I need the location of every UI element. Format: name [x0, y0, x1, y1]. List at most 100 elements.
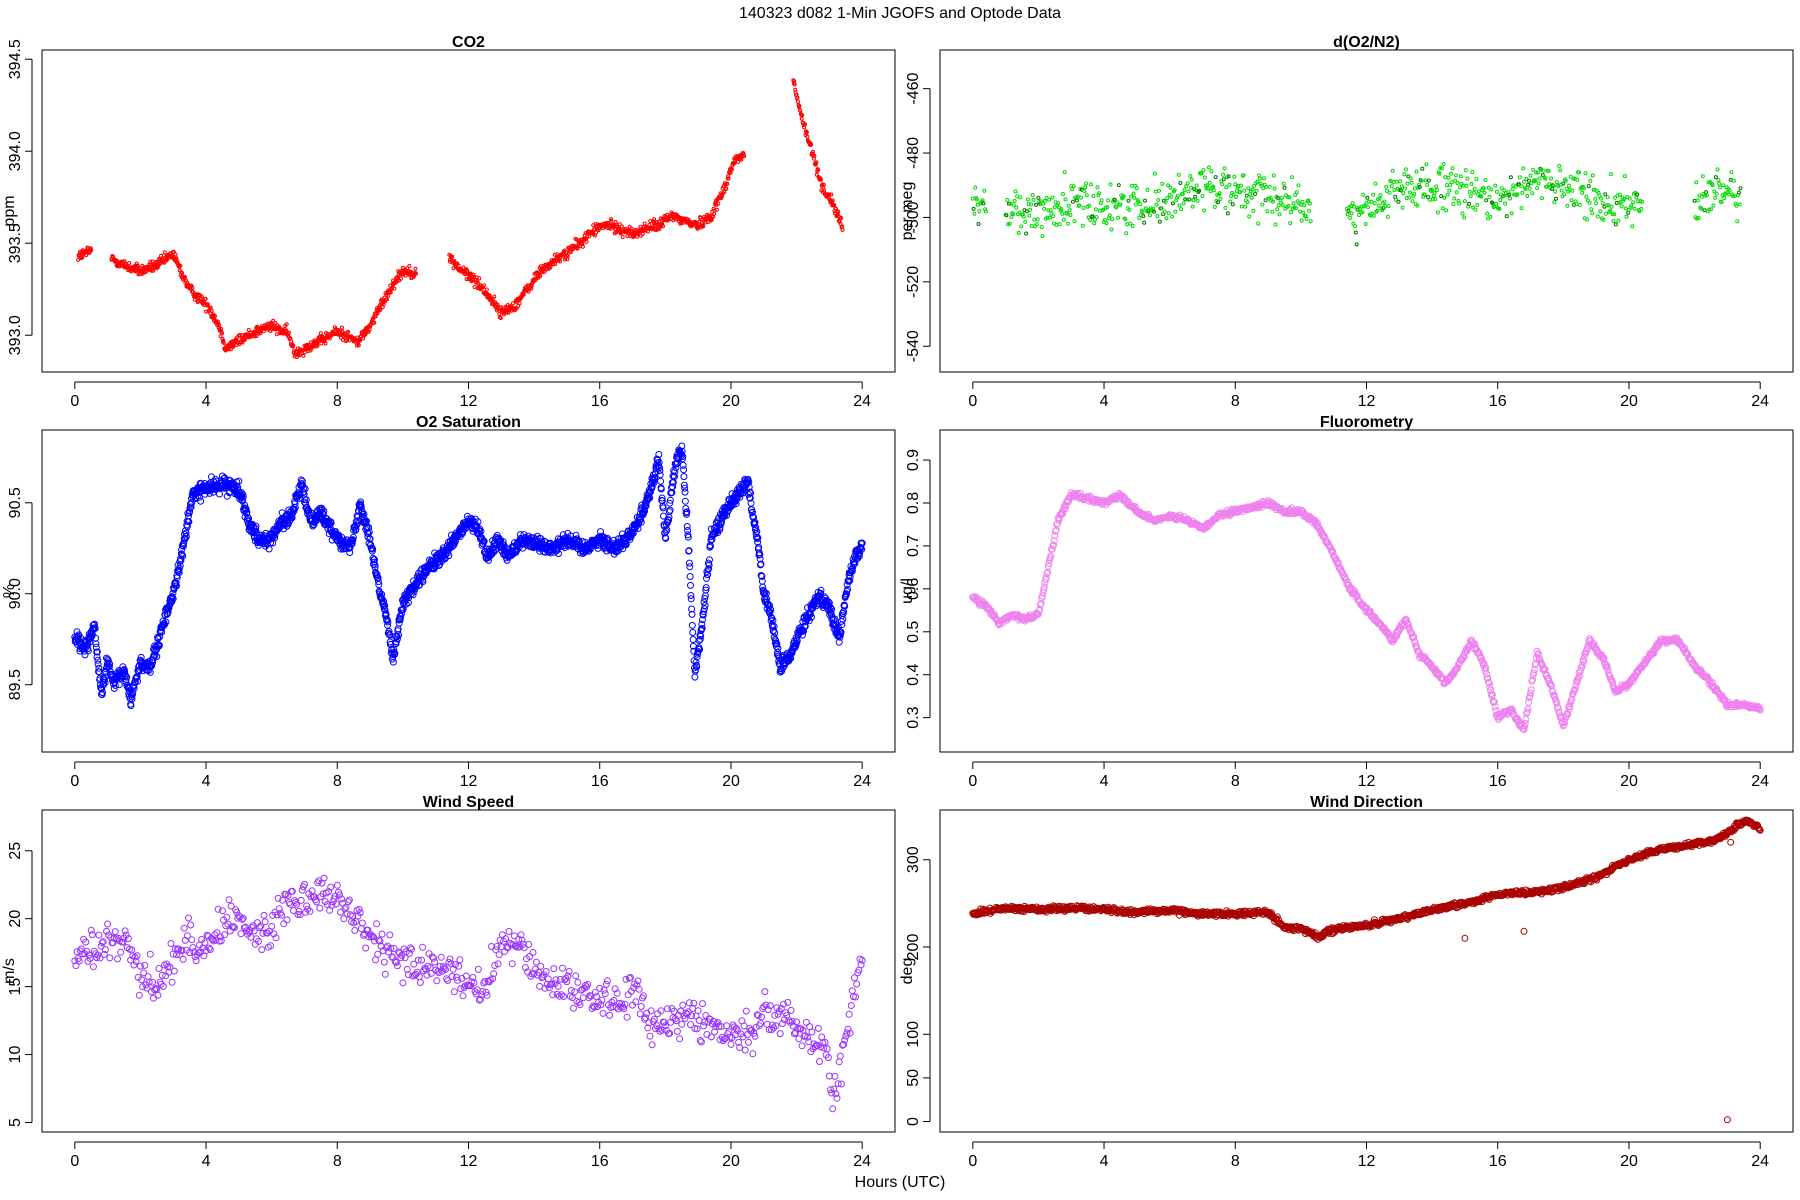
data-point — [1189, 185, 1193, 190]
data-point — [1307, 201, 1312, 206]
data-point — [1455, 181, 1460, 185]
data-point — [1170, 214, 1175, 219]
data-point — [135, 263, 140, 268]
data-point — [1177, 203, 1182, 208]
data-point — [1118, 202, 1123, 207]
data-point — [1449, 171, 1453, 176]
y-tick-label: 90.5 — [7, 487, 24, 518]
data-point — [1294, 190, 1299, 195]
data-point — [1605, 195, 1610, 200]
data-point — [1106, 198, 1111, 203]
data-point — [1186, 189, 1191, 194]
x-tick-label: 12 — [1358, 393, 1376, 410]
data-point — [1517, 175, 1522, 180]
data-point — [1208, 189, 1213, 194]
data-point — [797, 104, 802, 108]
data-point — [688, 621, 696, 629]
data-point — [1457, 201, 1462, 206]
data-point — [1080, 223, 1085, 228]
data-point — [1631, 200, 1636, 205]
data-point — [291, 343, 296, 348]
data-point — [450, 254, 455, 259]
data-point — [203, 296, 208, 301]
data-point — [1024, 209, 1029, 214]
data-point — [399, 276, 403, 281]
data-point — [1462, 215, 1467, 220]
data-point — [680, 466, 688, 474]
data-point — [80, 255, 85, 260]
data-point — [88, 246, 93, 251]
x-tick-label: 24 — [853, 393, 871, 410]
x-tick-label: 4 — [1100, 393, 1109, 410]
data-point — [1047, 197, 1052, 202]
x-axis: 0 4 8 12 16 20 24 — [968, 381, 1769, 410]
data-point — [1300, 199, 1305, 204]
data-point — [1558, 168, 1563, 173]
data-point — [722, 189, 727, 194]
data-point — [174, 256, 179, 261]
data-point — [714, 207, 719, 212]
x-tick-label: 24 — [853, 773, 871, 790]
data-point — [1468, 194, 1473, 199]
data-point — [1423, 178, 1428, 183]
data-point — [1244, 193, 1249, 198]
data-point — [1632, 206, 1637, 211]
data-point — [1520, 190, 1525, 195]
data-point — [1604, 211, 1608, 216]
data-point — [1164, 216, 1169, 221]
x-axis: 0 4 8 12 16 20 24 — [70, 761, 871, 790]
y-tick-label: 90.0 — [7, 578, 24, 609]
data-point — [1433, 197, 1438, 201]
data-point — [1595, 214, 1600, 219]
data-point — [1247, 214, 1252, 219]
data-point — [1054, 222, 1059, 227]
data-point — [1736, 190, 1741, 195]
data-point — [1125, 222, 1129, 227]
data-point — [1304, 217, 1309, 221]
data-point — [311, 344, 316, 349]
data-point — [1063, 197, 1068, 202]
data-point — [315, 341, 320, 346]
data-point — [661, 224, 665, 229]
data-point — [1180, 191, 1185, 196]
data-point — [1454, 190, 1459, 195]
data-point — [1156, 198, 1161, 202]
data-point — [1415, 203, 1420, 208]
data-point — [1209, 169, 1214, 174]
data-point — [1354, 242, 1359, 247]
data-point — [1034, 202, 1038, 207]
data-point — [1525, 194, 1530, 198]
data-point — [1223, 205, 1228, 210]
data-point — [1503, 201, 1508, 206]
data-point — [1047, 215, 1052, 220]
data-point — [228, 347, 233, 352]
x-tick-label: 0 — [968, 393, 977, 410]
data-point — [983, 209, 988, 214]
data-point — [1630, 224, 1635, 229]
data-point — [1584, 194, 1589, 199]
data-point — [1371, 192, 1376, 197]
data-point — [1234, 194, 1239, 199]
data-point — [1562, 192, 1567, 197]
data-point — [180, 271, 185, 276]
data-point — [1476, 189, 1481, 194]
data-point — [367, 327, 372, 332]
data-point — [1469, 182, 1474, 186]
data-point — [1443, 175, 1448, 180]
data-point — [1376, 203, 1381, 208]
data-point — [309, 340, 313, 345]
data-point — [1451, 202, 1456, 206]
data-point — [1427, 197, 1432, 202]
data-point — [216, 490, 223, 498]
data-point — [1108, 182, 1113, 187]
data-point — [1482, 190, 1487, 195]
data-point — [148, 262, 153, 267]
data-point — [1386, 204, 1391, 209]
data-point — [1574, 202, 1579, 207]
data-point — [689, 629, 697, 636]
data-point — [565, 254, 570, 258]
data-point — [681, 497, 689, 505]
data-point — [1345, 212, 1350, 217]
data-point — [1170, 201, 1175, 206]
